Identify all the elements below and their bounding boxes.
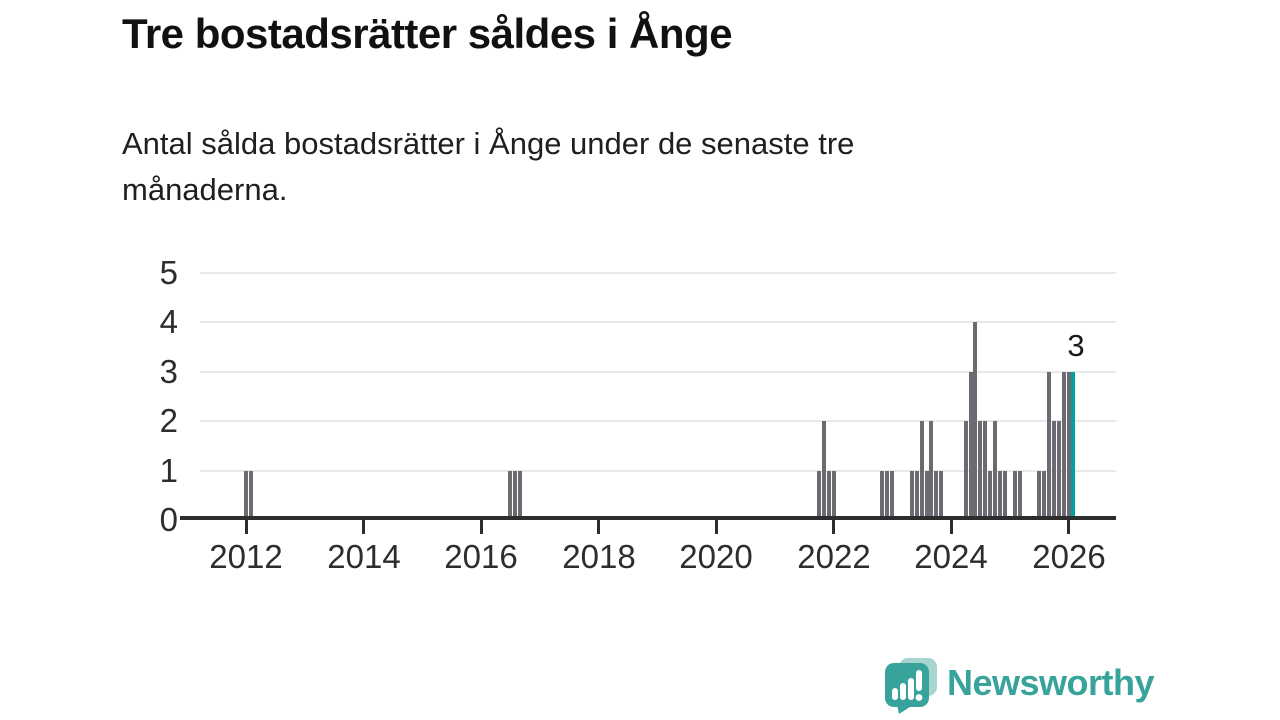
chart-subtitle-line-2: månaderna. (122, 172, 288, 207)
x-axis-tick (245, 520, 248, 534)
bar (998, 471, 1002, 519)
x-axis-label: 2026 (1032, 538, 1106, 575)
bar (244, 471, 248, 519)
y-gridline (200, 420, 1116, 422)
bar (832, 471, 836, 519)
chart-subtitle-line-1: Antal sålda bostadsrätter i Ånge under d… (122, 126, 855, 161)
y-gridline (200, 321, 1116, 323)
x-axis-tick (832, 520, 835, 534)
x-axis-label: 2014 (327, 538, 401, 575)
bar (1062, 372, 1066, 519)
bar (915, 471, 919, 519)
bar (939, 471, 943, 519)
bar (1057, 421, 1061, 519)
x-axis-label: 2012 (209, 538, 283, 575)
page-title: Tre bostadsrätter såldes i Ånge (122, 10, 733, 57)
bar (827, 471, 831, 519)
x-axis-label: 2022 (797, 538, 871, 575)
bar (925, 471, 929, 519)
bar (885, 471, 889, 519)
bar (1018, 471, 1022, 519)
bar (1052, 421, 1056, 519)
newsworthy-logo-text: Newsworthy (946, 662, 1155, 703)
chart-subtitle: Antal sålda bostadsrätter i Ånge under d… (122, 121, 854, 213)
x-axis-tick (362, 520, 365, 534)
bar (1013, 471, 1017, 519)
bar (983, 421, 987, 519)
y-gridline (200, 470, 1116, 472)
x-axis-label: 2016 (444, 538, 518, 575)
bar (934, 471, 938, 519)
bar (1037, 471, 1041, 519)
bar (817, 471, 821, 519)
x-axis-tick (715, 520, 718, 534)
x-axis-tick (1067, 520, 1070, 534)
bar (880, 471, 884, 519)
bar (973, 322, 977, 519)
bar (969, 372, 973, 519)
bar (929, 421, 933, 519)
bar (1047, 372, 1051, 519)
y-axis-label: 3 (159, 353, 178, 390)
x-axis-tick (597, 520, 600, 534)
bar (1067, 372, 1071, 519)
newsworthy-logo: Newsworthy (884, 658, 1155, 714)
y-gridline (200, 272, 1116, 274)
bar (508, 471, 512, 519)
x-axis-label: 2020 (679, 538, 753, 575)
y-axis-label: 1 (159, 452, 178, 489)
bar (1003, 471, 1007, 519)
y-gridline (200, 371, 1116, 373)
bar (988, 471, 992, 519)
bar (920, 421, 924, 519)
highlighted-bar (1071, 372, 1075, 519)
bar (518, 471, 522, 519)
y-axis-label: 0 (159, 501, 178, 538)
x-axis-line (180, 516, 1116, 520)
bar (822, 421, 826, 519)
x-axis-label: 2024 (914, 538, 988, 575)
x-axis-tick (950, 520, 953, 534)
bar (910, 471, 914, 519)
bar (513, 471, 517, 519)
bar-value-label: 3 (1067, 328, 1085, 363)
bar (978, 421, 982, 519)
y-axis-label: 4 (159, 303, 178, 340)
bar (964, 421, 968, 519)
x-axis-tick (480, 520, 483, 534)
bar (993, 421, 997, 519)
y-axis-label: 2 (159, 402, 178, 439)
bar (1042, 471, 1046, 519)
bar (890, 471, 894, 519)
newsworthy-logo-icon (884, 658, 937, 714)
y-axis-label: 5 (159, 254, 178, 291)
bar (249, 471, 253, 519)
x-axis-label: 2018 (562, 538, 636, 575)
